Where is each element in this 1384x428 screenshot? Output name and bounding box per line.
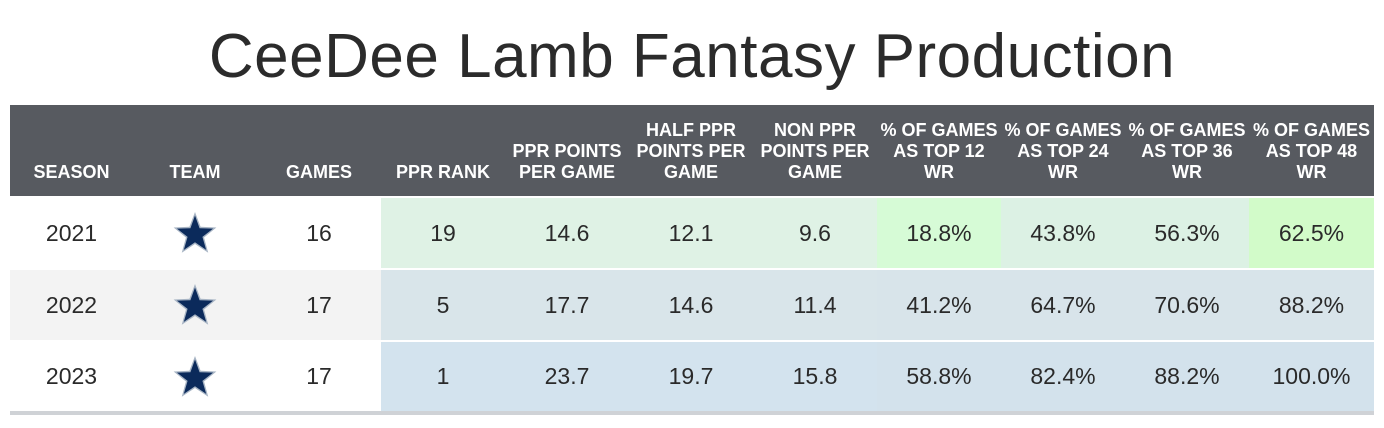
season-cell: 2021 (10, 196, 133, 269)
half-ppr-ppg-cell: 14.6 (629, 268, 753, 341)
header-team: TEAM (169, 162, 221, 182)
top36-pct-cell: 56.3% (1125, 196, 1249, 269)
chart-title: CeeDee Lamb Fantasy Production (208, 22, 1176, 91)
ppr-ppg-cell: 17.7 (505, 268, 629, 341)
dallas-cowboys-star-icon (173, 212, 217, 253)
header-non-ppr-ppg: NON PPR POINTS PER GAME (760, 120, 870, 182)
header-top36-pct: % OF GAMES AS TOP 36 WR (1128, 120, 1246, 182)
top24-pct-cell: 43.8% (1001, 196, 1125, 269)
top48-pct-cell: 62.5% (1249, 196, 1374, 269)
top48-pct-cell: 88.2% (1249, 268, 1374, 341)
top24-pct-cell: 82.4% (1001, 340, 1125, 415)
season-cell: 2022 (10, 268, 133, 341)
table-row: 2023 17 1 23.7 19.7 15.8 58.8% 82.4% 88.2% 100.0% (10, 340, 1374, 415)
header-ppr-rank: PPR RANK (395, 162, 490, 182)
top12-pct-cell: 18.8% (877, 196, 1001, 269)
team-cell (133, 268, 257, 341)
stats-table: SEASON TEAM GAMES PPR RANK PPR POINTS PE… (10, 105, 1374, 415)
non-ppr-ppg-cell: 15.8 (753, 340, 877, 415)
top24-pct-cell: 64.7% (1001, 268, 1125, 341)
header-row: SEASON TEAM GAMES PPR RANK PPR POINTS PE… (10, 105, 1374, 197)
half-ppr-ppg-cell: 19.7 (629, 340, 753, 415)
top48-pct-cell: 100.0% (1249, 340, 1374, 415)
ppr-rank-cell: 1 (381, 340, 505, 415)
ppr-rank-cell: 5 (381, 268, 505, 341)
games-cell: 16 (257, 196, 381, 269)
non-ppr-ppg-cell: 9.6 (753, 196, 877, 269)
ppr-rank-cell: 19 (381, 196, 505, 269)
games-cell: 17 (257, 340, 381, 415)
top12-pct-cell: 58.8% (877, 340, 1001, 415)
header-half-ppr-ppg: HALF PPR POINTS PER GAME (636, 120, 746, 182)
team-cell (133, 196, 257, 269)
table-body: 2021 16 19 14.6 12.1 9.6 18.8% 43.8% 56.3% 62.5% 2… (10, 196, 1374, 415)
team-cell (133, 340, 257, 415)
top36-pct-cell: 70.6% (1125, 268, 1249, 341)
half-ppr-ppg-cell: 12.1 (629, 196, 753, 269)
non-ppr-ppg-cell: 11.4 (753, 268, 877, 341)
header-top48-pct: % OF GAMES AS TOP 48 WR (1252, 120, 1370, 182)
top36-pct-cell: 88.2% (1125, 340, 1249, 415)
dallas-cowboys-star-icon (173, 284, 217, 325)
top12-pct-cell: 41.2% (877, 268, 1001, 341)
header-season: SEASON (33, 162, 110, 182)
season-cell: 2023 (10, 340, 133, 415)
ppr-ppg-cell: 23.7 (505, 340, 629, 415)
header-top12-pct: % OF GAMES AS TOP 12 WR (880, 120, 998, 182)
ppr-ppg-cell: 14.6 (505, 196, 629, 269)
table-row: 2021 16 19 14.6 12.1 9.6 18.8% 43.8% 56.3% 62.5% (10, 196, 1374, 269)
header-top24-pct: % OF GAMES AS TOP 24 WR (1004, 120, 1122, 182)
header-ppr-ppg: PPR POINTS PER GAME (512, 141, 622, 182)
dallas-cowboys-star-icon (173, 355, 217, 397)
header-games: GAMES (285, 162, 352, 182)
table-row: 2022 17 5 17.7 14.6 11.4 41.2% 64.7% 70.6% 88.2% (10, 268, 1374, 341)
games-cell: 17 (257, 268, 381, 341)
